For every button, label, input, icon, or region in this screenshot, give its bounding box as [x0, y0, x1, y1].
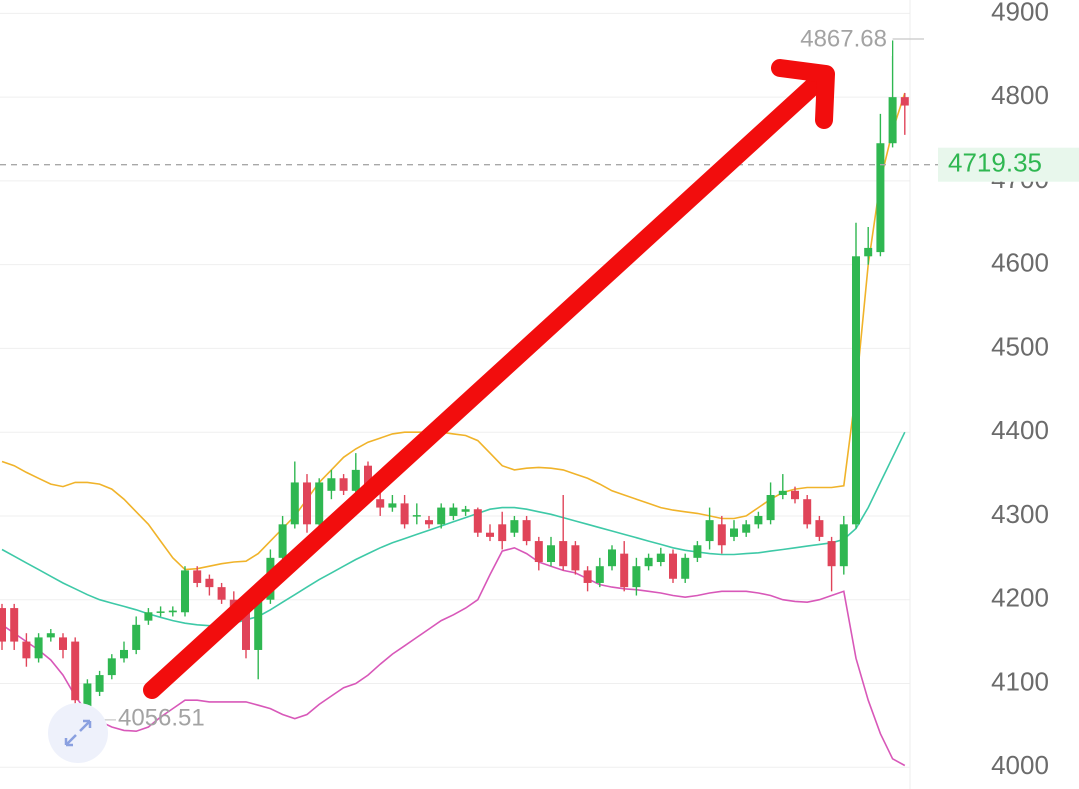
candle-body	[486, 532, 494, 537]
candle-body	[400, 503, 409, 525]
candle-body	[46, 633, 55, 638]
candle-body	[705, 520, 714, 542]
last-price-box	[938, 147, 1079, 182]
y-tick-label: 4900	[991, 0, 1049, 26]
bands	[1, 92, 906, 767]
y-tick-label: 4600	[991, 248, 1049, 278]
candle-body	[315, 482, 324, 525]
candle-body	[559, 541, 568, 567]
candle-body	[510, 520, 519, 533]
candle-body	[803, 499, 812, 525]
candle-body	[608, 549, 616, 567]
candle-body	[632, 566, 641, 588]
candle-body	[449, 507, 458, 516]
candle-body	[217, 587, 226, 600]
candle-body	[827, 541, 836, 567]
max-label: 4867.68	[800, 25, 887, 52]
candle-body	[839, 524, 848, 567]
candle-body	[534, 541, 543, 563]
expand-icon	[64, 719, 92, 747]
candle-body	[547, 545, 555, 563]
trend-arrow	[143, 59, 835, 699]
candle-body	[168, 610, 177, 613]
candle-body	[412, 515, 421, 517]
candle-body	[59, 637, 67, 650]
candle-body	[254, 599, 263, 650]
candle-body	[303, 482, 311, 525]
candle-body	[876, 143, 885, 253]
y-tick-label: 4300	[991, 499, 1049, 529]
band-line	[1, 92, 906, 571]
candle-body	[107, 658, 116, 676]
candle-body	[778, 490, 787, 496]
candle-body	[522, 520, 531, 542]
candle-body	[766, 495, 775, 521]
candle-body	[815, 520, 824, 537]
candle-body	[83, 683, 92, 709]
last-price-label: 4719.35	[948, 148, 1042, 178]
candle-body	[0, 608, 6, 642]
expand-button[interactable]	[48, 703, 108, 763]
candle-body	[644, 557, 653, 567]
candle-body	[583, 570, 592, 583]
y-tick-label: 4400	[991, 415, 1049, 445]
candle-body	[730, 528, 738, 537]
candle-body	[376, 499, 385, 508]
candle-body	[278, 524, 287, 558]
candle-body	[120, 649, 128, 659]
overlay	[0, 24, 940, 721]
candle-body	[473, 509, 482, 533]
candle-body	[717, 524, 726, 546]
candle-body	[864, 247, 873, 257]
candle-body	[22, 641, 31, 659]
candle-body	[742, 524, 751, 533]
y-tick-label: 4800	[991, 80, 1049, 110]
candle-body	[144, 612, 153, 621]
candle-body	[461, 509, 470, 512]
candle-body	[681, 557, 690, 579]
max-label-bg	[782, 24, 892, 56]
candle-body	[595, 566, 604, 583]
candle-body	[791, 490, 799, 500]
candle-body	[498, 524, 507, 542]
candle-body	[10, 608, 19, 642]
candle-body	[339, 478, 348, 491]
y-tick-label: 4000	[991, 750, 1049, 780]
y-tick-label: 4100	[991, 666, 1049, 696]
candle-body	[193, 570, 202, 583]
min-label: 4056.51	[118, 704, 205, 731]
candle-body	[34, 637, 43, 659]
candle-body	[290, 482, 299, 525]
band-line	[1, 546, 906, 767]
candle-body	[754, 515, 763, 525]
candle-body	[656, 553, 665, 563]
candle-body	[669, 553, 677, 579]
candle-body	[693, 545, 702, 558]
candle-body	[156, 611, 165, 613]
candle-body	[327, 478, 336, 491]
candle-body	[571, 545, 580, 571]
candle-body	[132, 624, 141, 650]
candle-body	[95, 675, 104, 692]
candle-body	[388, 503, 397, 508]
candle-body	[900, 97, 909, 106]
arrow-shaft	[143, 69, 831, 699]
y-tick-label: 4500	[991, 331, 1049, 361]
candle-body	[71, 641, 80, 701]
labels: 4000410042004300440045004600470048004900…	[118, 0, 1079, 780]
candle-body	[888, 97, 897, 144]
candle-body	[852, 256, 860, 525]
candle-body	[620, 553, 629, 588]
y-tick-label: 4200	[991, 583, 1049, 613]
candle-body	[242, 608, 250, 650]
candle-body	[437, 507, 446, 525]
candle-body	[351, 469, 360, 491]
band-line	[1, 431, 906, 627]
candle-body	[205, 578, 214, 588]
candles	[0, 40, 909, 720]
candle-body	[425, 520, 433, 525]
arrow-head	[771, 59, 835, 129]
candle-body	[181, 570, 189, 613]
